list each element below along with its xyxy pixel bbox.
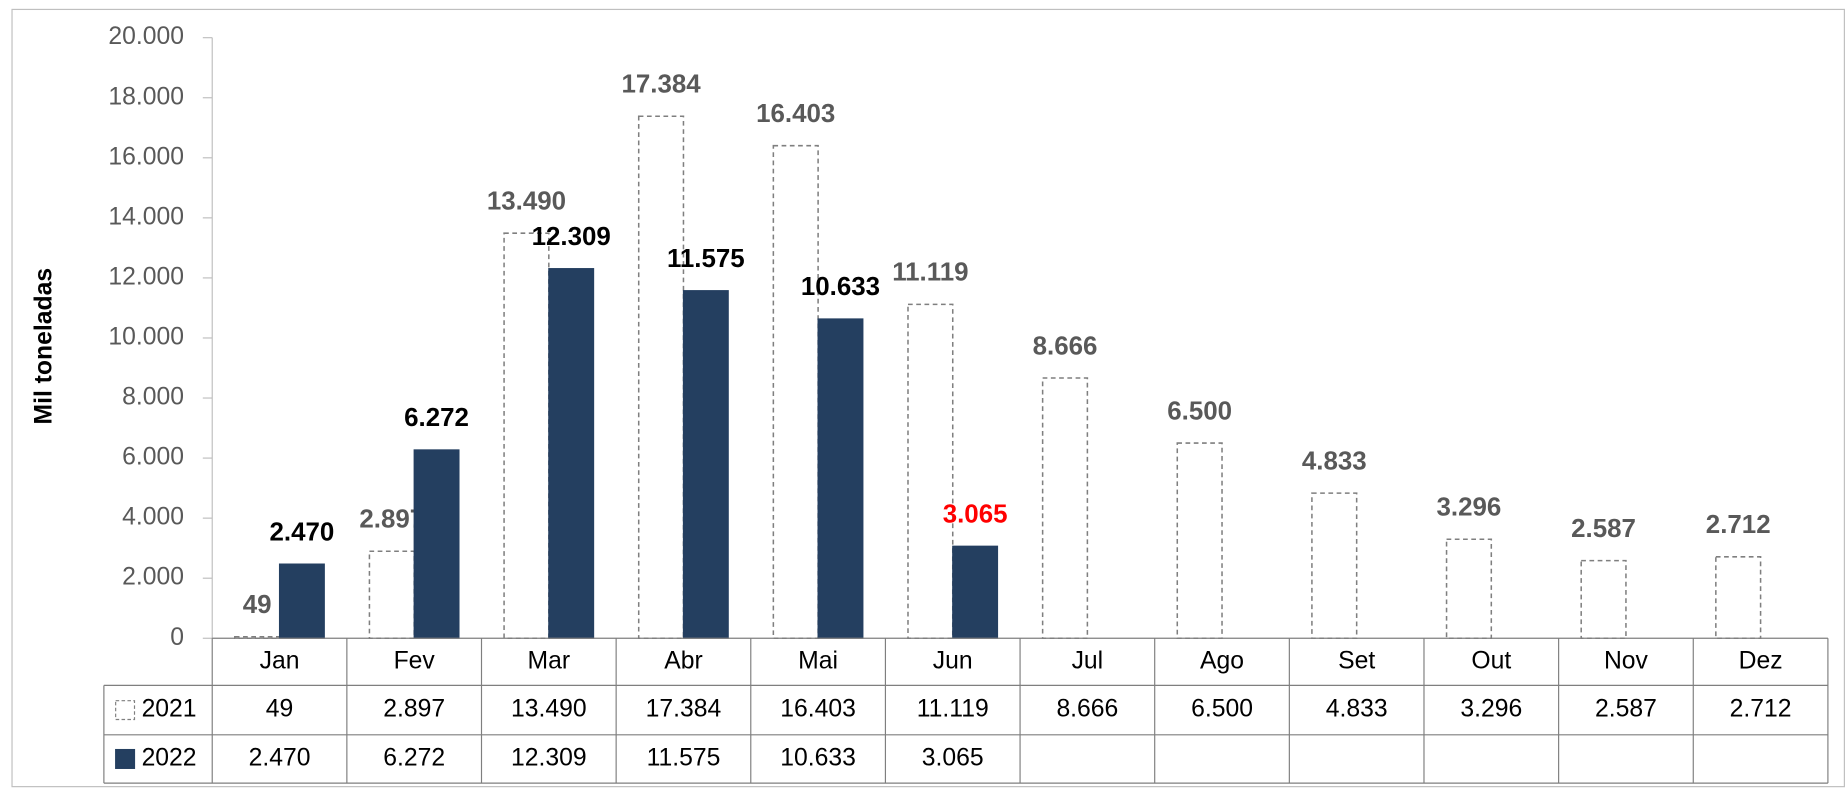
table-cell: 2.587 xyxy=(1595,696,1657,723)
table-cell: 6.500 xyxy=(1191,696,1253,723)
table-cell: 3.296 xyxy=(1460,696,1522,723)
table-cell: 8.666 xyxy=(1056,696,1118,723)
y-tick-label: 14.000 xyxy=(108,203,184,230)
data-label: 4.833 xyxy=(1302,447,1367,475)
data-label: 6.272 xyxy=(404,404,469,432)
data-label: 3.065 xyxy=(943,500,1008,528)
y-tick-label: 10.000 xyxy=(108,324,184,351)
x-tick-label: Ago xyxy=(1200,647,1244,674)
bar xyxy=(278,563,325,639)
y-tick-label: 20.000 xyxy=(108,23,184,50)
bar xyxy=(952,545,999,639)
table-cell: 12.309 xyxy=(511,745,587,772)
legend-label: 2021 xyxy=(142,696,197,723)
x-tick-label: Mar xyxy=(528,647,571,674)
bar xyxy=(368,550,415,640)
x-tick-label: Abr xyxy=(664,647,702,674)
data-label: 8.666 xyxy=(1033,332,1098,360)
data-label: 2.470 xyxy=(270,518,335,546)
bar xyxy=(548,268,595,639)
table-cell: 10.633 xyxy=(780,745,856,772)
bar xyxy=(772,144,819,640)
table-cell: 16.403 xyxy=(780,696,856,723)
x-tick-label: Mai xyxy=(798,647,838,674)
x-tick-label: Jul xyxy=(1072,647,1104,674)
y-tick-label: 12.000 xyxy=(108,263,184,290)
bar xyxy=(637,115,685,640)
data-label: 17.384 xyxy=(621,70,701,98)
x-tick-label: Nov xyxy=(1604,647,1649,674)
data-label: 11.119 xyxy=(892,259,968,287)
y-tick-label: 16.000 xyxy=(108,143,184,170)
bar xyxy=(817,318,864,639)
data-label: 3.296 xyxy=(1437,494,1502,522)
bar xyxy=(503,232,550,640)
data-label: 12.309 xyxy=(532,223,611,251)
bar xyxy=(1311,492,1358,640)
table-cell: 11.119 xyxy=(917,696,989,723)
x-tick-label: Out xyxy=(1471,647,1511,674)
data-label: 6.500 xyxy=(1167,397,1232,425)
y-axis-label: Mil toneladas xyxy=(31,268,58,425)
y-tick-label: 18.000 xyxy=(108,83,184,110)
y-tick-label: 2.000 xyxy=(122,564,184,591)
data-label: 13.490 xyxy=(487,187,566,215)
data-label: 49 xyxy=(243,591,272,619)
x-tick-label: Jan xyxy=(260,647,300,674)
legend-key xyxy=(115,700,136,721)
bar xyxy=(907,303,954,640)
bar xyxy=(1580,559,1627,640)
data-label: 16.403 xyxy=(756,100,835,128)
y-tick-label: 4.000 xyxy=(122,504,184,531)
table-cell: 6.272 xyxy=(383,745,445,772)
data-label: 2.712 xyxy=(1706,511,1771,539)
bar xyxy=(682,290,729,639)
data-label: 11.575 xyxy=(667,245,745,273)
y-tick-label: 0 xyxy=(170,624,184,651)
x-tick-label: Jun xyxy=(933,647,973,674)
bar xyxy=(1176,442,1223,640)
y-tick-label: 8.000 xyxy=(122,384,184,411)
legend-label: 2022 xyxy=(142,745,197,772)
x-tick-label: Dez xyxy=(1739,647,1783,674)
data-label: 10.633 xyxy=(801,273,880,301)
table-cell: 2.712 xyxy=(1730,696,1792,723)
data-label: 2.587 xyxy=(1571,515,1636,543)
table-cell: 2.470 xyxy=(249,745,311,772)
table-cell: 4.833 xyxy=(1326,696,1388,723)
y-tick-label: 6.000 xyxy=(122,444,184,471)
table-cell: 2.897 xyxy=(383,696,445,723)
bar xyxy=(1715,556,1762,640)
x-tick-label: Set xyxy=(1338,647,1375,674)
table-cell: 3.065 xyxy=(922,745,984,772)
table-cell: 13.490 xyxy=(511,696,587,723)
x-tick-label: Fev xyxy=(394,647,436,674)
table-cell: 17.384 xyxy=(646,696,722,723)
bar xyxy=(1445,538,1493,640)
table-cell: 11.575 xyxy=(647,745,721,772)
bar xyxy=(413,449,460,639)
table-cell: 49 xyxy=(266,696,294,723)
data-label: 2.897 xyxy=(359,505,424,533)
bar xyxy=(1041,377,1089,640)
legend-key xyxy=(115,748,136,769)
